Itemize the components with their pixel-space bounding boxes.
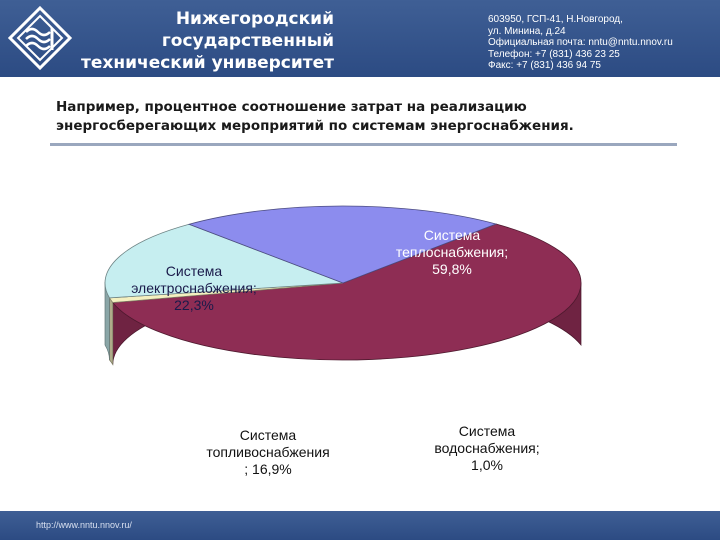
- contact-address-line-2: ул. Минина, д.24: [488, 25, 566, 37]
- pie-label-2-line-2: ; 16,9%: [244, 461, 291, 477]
- pie-slice-2: [104, 223, 344, 299]
- pie-label-3-line-0: Система: [166, 263, 223, 279]
- pie-label-0-line-1: теплоснабжения;: [396, 244, 508, 260]
- pie-slice-side-1: [109, 296, 114, 366]
- caption-underline: [50, 143, 677, 146]
- header-bar: Нижегородский государственный технически…: [0, 0, 720, 95]
- contact-phone: Телефон: +7 (831) 436 23 25: [488, 48, 620, 60]
- contact-fax: Факс: +7 (831) 436 94 75: [488, 60, 601, 71]
- pie-slice-0: [112, 223, 582, 361]
- caption-line-2: энергосберегающих мероприятий по система…: [56, 118, 574, 134]
- university-name-line-1: Нижегородский государственный: [161, 9, 334, 51]
- pie-slice-3: [187, 205, 498, 284]
- pie-label-1-line-1: водоснабжения;: [434, 440, 539, 456]
- pie-label-2-line-0: Система: [240, 427, 297, 443]
- footer-bar: http://www.nntu.nnov.ru/: [0, 511, 720, 540]
- pie-label-3-line-2: 22,3%: [174, 297, 214, 313]
- pie-label-1: Система водоснабжения; 1,0%: [434, 423, 539, 473]
- pie-label-1-line-0: Система: [459, 423, 516, 439]
- footer-url[interactable]: http://www.nntu.nnov.ru/: [36, 520, 132, 530]
- university-name-line-3: им. Р.Е. Алексеева: [148, 75, 334, 95]
- caption-line-1: Например, процентное соотношение затрат …: [56, 99, 527, 115]
- pie-tops: [104, 205, 582, 361]
- pie-label-3-line-1: электроснабжения;: [131, 280, 257, 296]
- pie-label-0: Система теплоснабжения; 59,8%: [396, 227, 508, 277]
- pie-label-1-line-2: 1,0%: [471, 457, 503, 473]
- contact-email: Официальная почта: nntu@nntu.nnov.ru: [488, 37, 673, 48]
- university-name-line-2: технический университет: [81, 53, 334, 73]
- university-name: Нижегородский государственный технически…: [0, 8, 334, 96]
- pie-labels: Система теплоснабжения; 59,8%Система водосн…: [131, 227, 539, 477]
- university-logo-icon: [8, 6, 72, 70]
- pie-label-0-line-2: 59,8%: [432, 261, 472, 277]
- contact-info: 603950, ГСП-41, Н.Новгород, ул. Минина, …: [488, 14, 673, 72]
- contact-address-line-1: 603950, ГСП-41, Н.Новгород,: [488, 14, 623, 25]
- pie-label-0-line-0: Система: [424, 227, 481, 243]
- pie-label-2: Система топливоснабжения; 16,9%: [206, 427, 329, 477]
- pie-label-3: Система электроснабжения; 22,3%: [131, 263, 257, 313]
- pie-label-2-line-1: топливоснабжения: [206, 444, 329, 460]
- slide-caption: Например, процентное соотношение затрат …: [56, 98, 676, 136]
